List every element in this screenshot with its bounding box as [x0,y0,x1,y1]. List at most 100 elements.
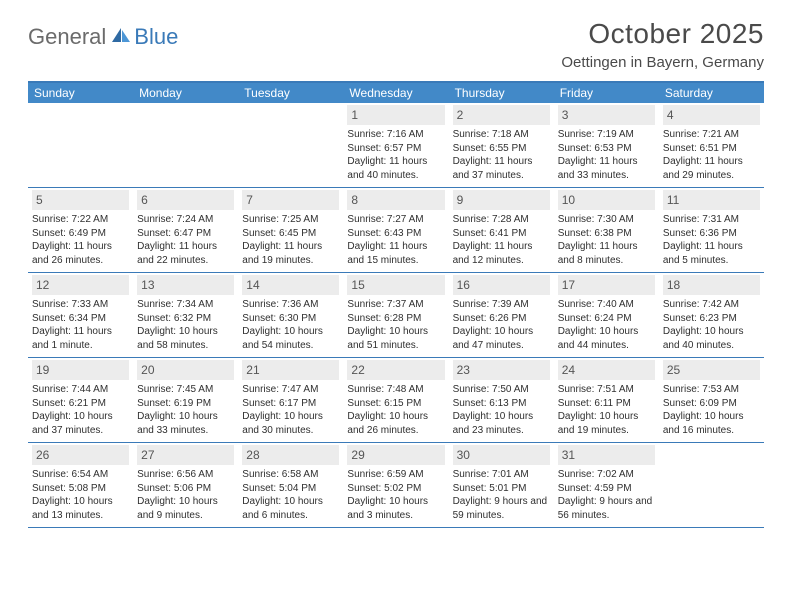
day-cell: 19 Sunrise: 7:44 AMSunset: 6:21 PMDayligh… [28,358,133,442]
day-info: Sunrise: 7:02 AMSunset: 4:59 PMDaylight:… [558,468,655,522]
day-cell: 12Sunrise: 7:33 AMSunset: 6:34 PMDayligh… [28,273,133,357]
day-info: Sunrise: 7:31 AMSunset: 6:36 PMDaylight:… [663,213,760,267]
day-cell: 23 Sunrise: 7:50 AMSunset: 6:13 PMDayligh… [449,358,554,442]
day-number: 25 [663,360,760,380]
day-cell: 17Sunrise: 7:40 AMSunset: 6:24 PMDayligh… [554,273,659,357]
day-info: Sunrise: 7:53 AMSunset: 6:09 PMDaylight:… [663,383,760,437]
day-header: Tuesday [238,83,343,103]
day-number: 19 [32,360,129,380]
day-info: Sunrise: 6:56 AMSunset: 5:06 PMDaylight:… [137,468,234,522]
day-cell: 9Sunrise: 7:28 AMSunset: 6:41 PMDaylight… [449,188,554,272]
day-number: 8 [347,190,444,210]
day-cell: 18 Sunrise: 7:42 AMSunset: 6:23 PMDayligh… [659,273,764,357]
day-cell: 6 Sunrise: 7:24 AMSunset: 6:47 PMDaylight… [133,188,238,272]
day-cell: 26 Sunrise: 6:54 AMSunset: 5:08 PMDayligh… [28,443,133,527]
day-cell: 10 Sunrise: 7:30 AMSunset: 6:38 PMDayligh… [554,188,659,272]
month-title: October 2025 [561,18,764,50]
day-cell: 1 Sunrise: 7:16 AMSunset: 6:57 PMDaylight… [343,103,448,187]
day-number: 12 [32,275,129,295]
day-info: Sunrise: 7:51 AMSunset: 6:11 PMDaylight:… [558,383,655,437]
day-header: Wednesday [343,83,448,103]
day-cell: 21Sunrise: 7:47 AMSunset: 6:17 PMDayligh… [238,358,343,442]
day-number: 31 [558,445,655,465]
day-number: 5 [32,190,129,210]
day-number: 20 [137,360,234,380]
day-cell: 3Sunrise: 7:19 AMSunset: 6:53 PMDaylight… [554,103,659,187]
week-row: 1 Sunrise: 7:16 AMSunset: 6:57 PMDaylight… [28,103,764,188]
day-number: 29 [347,445,444,465]
day-number: 11 [663,190,760,210]
day-info: Sunrise: 7:16 AMSunset: 6:57 PMDaylight:… [347,128,444,182]
day-number: 30 [453,445,550,465]
day-info: Sunrise: 7:36 AMSunset: 6:30 PMDaylight:… [242,298,339,352]
day-info: Sunrise: 7:39 AMSunset: 6:26 PMDaylight:… [453,298,550,352]
day-cell: 25 Sunrise: 7:53 AMSunset: 6:09 PMDayligh… [659,358,764,442]
day-cell: 14 Sunrise: 7:36 AMSunset: 6:30 PMDayligh… [238,273,343,357]
day-info: Sunrise: 7:40 AMSunset: 6:24 PMDaylight:… [558,298,655,352]
day-info: Sunrise: 7:48 AMSunset: 6:15 PMDaylight:… [347,383,444,437]
day-cell: 28 Sunrise: 6:58 AMSunset: 5:04 PMDayligh… [238,443,343,527]
day-cell: 2Sunrise: 7:18 AMSunset: 6:55 PMDaylight… [449,103,554,187]
day-info: Sunrise: 7:30 AMSunset: 6:38 PMDaylight:… [558,213,655,267]
day-number: 4 [663,105,760,125]
day-number: 13 [137,275,234,295]
logo-sail-icon [110,26,132,44]
week-row: 12Sunrise: 7:33 AMSunset: 6:34 PMDayligh… [28,273,764,358]
day-info: Sunrise: 7:50 AMSunset: 6:13 PMDaylight:… [453,383,550,437]
empty-cell [238,103,343,187]
day-info: Sunrise: 6:58 AMSunset: 5:04 PMDaylight:… [242,468,339,522]
day-cell: 30Sunrise: 7:01 AMSunset: 5:01 PMDayligh… [449,443,554,527]
day-cell: 11 Sunrise: 7:31 AMSunset: 6:36 PMDayligh… [659,188,764,272]
day-info: Sunrise: 6:54 AMSunset: 5:08 PMDaylight:… [32,468,129,522]
day-info: Sunrise: 7:18 AMSunset: 6:55 PMDaylight:… [453,128,550,182]
day-cell: 29 Sunrise: 6:59 AMSunset: 5:02 PMDayligh… [343,443,448,527]
day-number: 3 [558,105,655,125]
day-number: 28 [242,445,339,465]
day-info: Sunrise: 7:25 AMSunset: 6:45 PMDaylight:… [242,213,339,267]
title-block: October 2025 Oettingen in Bayern, German… [561,18,764,71]
day-cell: 15Sunrise: 7:37 AMSunset: 6:28 PMDayligh… [343,273,448,357]
page-header: General Blue October 2025 Oettingen in B… [28,18,764,71]
day-number: 26 [32,445,129,465]
day-header-row: SundayMondayTuesdayWednesdayThursdayFrid… [28,83,764,103]
weeks-container: 1 Sunrise: 7:16 AMSunset: 6:57 PMDaylight… [28,103,764,528]
day-number: 1 [347,105,444,125]
empty-cell [659,443,764,527]
calendar-page: General Blue October 2025 Oettingen in B… [0,0,792,528]
day-info: Sunrise: 7:22 AMSunset: 6:49 PMDaylight:… [32,213,129,267]
logo-text-blue: Blue [134,24,178,50]
day-info: Sunrise: 7:44 AMSunset: 6:21 PMDaylight:… [32,383,129,437]
empty-cell [28,103,133,187]
day-number: 27 [137,445,234,465]
day-info: Sunrise: 7:37 AMSunset: 6:28 PMDaylight:… [347,298,444,352]
week-row: 26 Sunrise: 6:54 AMSunset: 5:08 PMDayligh… [28,443,764,528]
day-header: Thursday [449,83,554,103]
logo-text-general: General [28,24,106,50]
day-number: 14 [242,275,339,295]
day-cell: 7Sunrise: 7:25 AMSunset: 6:45 PMDaylight… [238,188,343,272]
day-number: 16 [453,275,550,295]
day-number: 6 [137,190,234,210]
day-info: Sunrise: 7:24 AMSunset: 6:47 PMDaylight:… [137,213,234,267]
day-number: 23 [453,360,550,380]
day-info: Sunrise: 7:27 AMSunset: 6:43 PMDaylight:… [347,213,444,267]
day-cell: 8 Sunrise: 7:27 AMSunset: 6:43 PMDaylight… [343,188,448,272]
day-number: 10 [558,190,655,210]
day-info: Sunrise: 7:45 AMSunset: 6:19 PMDaylight:… [137,383,234,437]
day-header: Friday [554,83,659,103]
day-cell: 5 Sunrise: 7:22 AMSunset: 6:49 PMDaylight… [28,188,133,272]
day-info: Sunrise: 7:47 AMSunset: 6:17 PMDaylight:… [242,383,339,437]
day-info: Sunrise: 6:59 AMSunset: 5:02 PMDaylight:… [347,468,444,522]
day-info: Sunrise: 7:42 AMSunset: 6:23 PMDaylight:… [663,298,760,352]
day-header: Monday [133,83,238,103]
empty-cell [133,103,238,187]
day-number: 18 [663,275,760,295]
day-cell: 13 Sunrise: 7:34 AMSunset: 6:32 PMDayligh… [133,273,238,357]
day-cell: 20 Sunrise: 7:45 AMSunset: 6:19 PMDayligh… [133,358,238,442]
location-label: Oettingen in Bayern, Germany [561,54,764,71]
calendar-grid: SundayMondayTuesdayWednesdayThursdayFrid… [28,81,764,528]
day-cell: 31 Sunrise: 7:02 AMSunset: 4:59 PMDayligh… [554,443,659,527]
logo: General Blue [28,18,178,50]
day-cell: 16 Sunrise: 7:39 AMSunset: 6:26 PMDayligh… [449,273,554,357]
day-info: Sunrise: 7:34 AMSunset: 6:32 PMDaylight:… [137,298,234,352]
